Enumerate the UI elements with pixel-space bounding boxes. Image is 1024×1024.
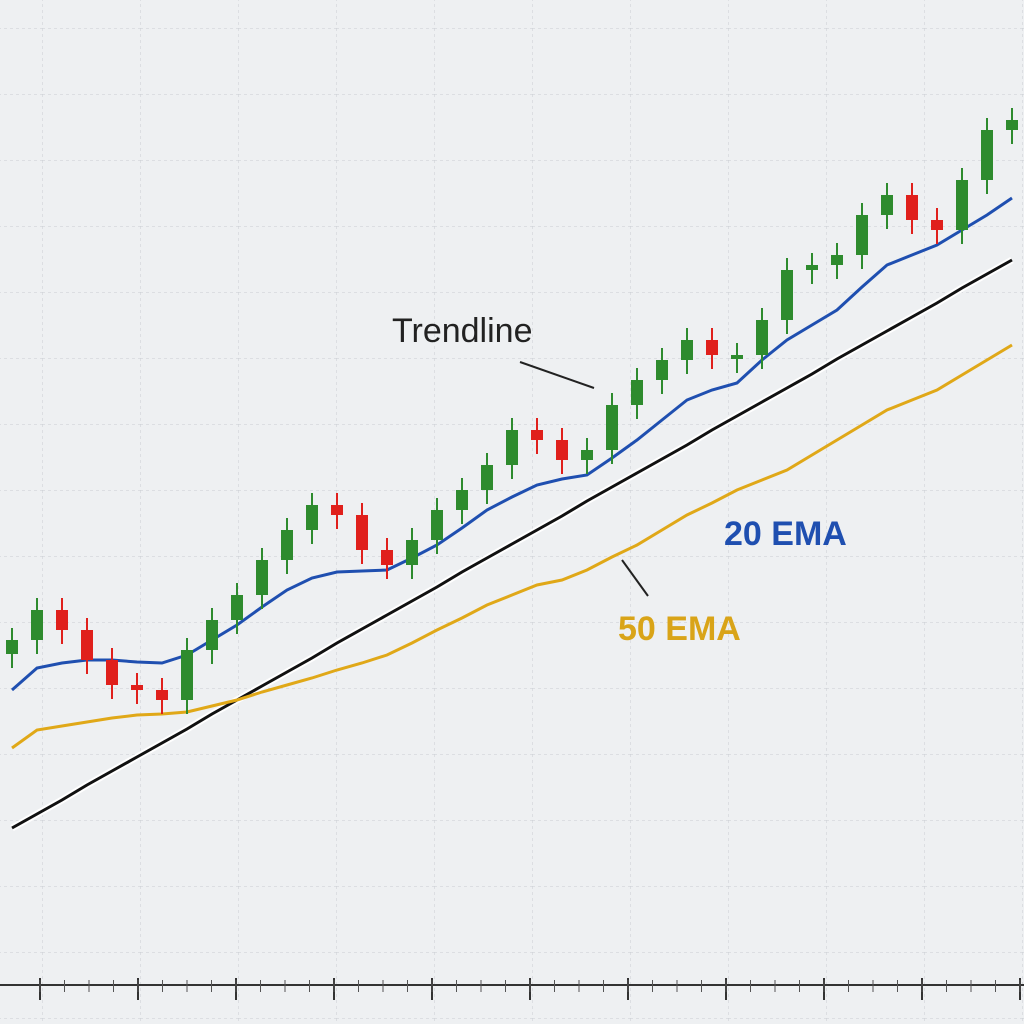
ema50-label: 50 EMA [618,610,741,648]
candle-body [81,630,93,660]
candle-body [956,180,968,230]
candle-body [556,440,568,460]
ema-line [11,196,1013,692]
trendline-label: Trendline [392,312,532,350]
candle-body [656,360,668,380]
candle-body [331,505,343,515]
candle-body [431,510,443,540]
x-axis [0,978,1024,1000]
candle-body [31,610,43,640]
candle-body [856,215,868,255]
trendline [11,258,1013,830]
plot-area [6,108,1018,832]
candle-body [256,560,268,595]
candle-body [581,450,593,460]
candle-body [706,340,718,355]
candle-body [631,380,643,405]
label-pointer [621,559,649,597]
ema-line [11,343,1013,750]
candle-body [731,355,743,359]
label-pointer [519,361,595,389]
candle-body [531,430,543,440]
candle-body [481,465,493,490]
ema20-label: 20 EMA [724,515,847,553]
candle-body [606,405,618,450]
candle-body [406,540,418,565]
candle-body [906,195,918,220]
candle-body [1006,120,1018,130]
candle-body [831,255,843,265]
candle-body [206,620,218,650]
candle-body [356,515,368,550]
candle-body [131,685,143,690]
candle-body [881,195,893,215]
candle-body [981,130,993,180]
candle-body [56,610,68,630]
candle-body [231,595,243,620]
candle-body [306,505,318,530]
candle-body [931,220,943,230]
candle-body [381,550,393,565]
candle-body [6,640,18,654]
candle-body [806,265,818,270]
candle-body [181,650,193,700]
candle-body [756,320,768,355]
candle-body [506,430,518,465]
candle-body [281,530,293,560]
candle-body [681,340,693,360]
candle-body [781,270,793,320]
candle-body [106,660,118,685]
candle-body [156,690,168,700]
candle-body [456,490,468,510]
